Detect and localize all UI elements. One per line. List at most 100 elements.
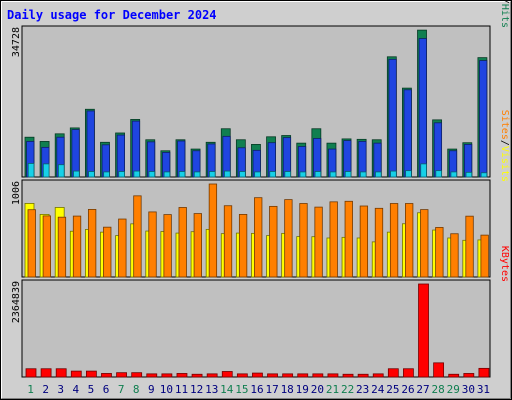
day-label: 18 [281,383,294,396]
sites-bar [87,209,97,278]
pages-bar [103,171,110,178]
y-max-label: 34728 [11,27,22,57]
sites-bar [480,234,489,278]
kbytes-bar [267,373,278,378]
pages-bar [118,171,125,178]
kbytes-bar [191,373,203,378]
chart-panels: 34728 Pages/Files/Hits 1006 Sites/Visits 236… [11,0,510,378]
sites-bar [223,205,233,278]
kbytes-bar [101,373,112,378]
pages-bar [344,171,352,178]
kbytes-bar [403,368,414,378]
files-bar [479,60,488,178]
y-max-label: 1006 [11,181,22,205]
pages-bar [224,170,231,178]
kbytes-bar [176,373,188,378]
day-label: 31 [477,383,490,396]
day-label: 27 [416,383,429,396]
pages-bar [57,164,65,178]
day-label: 20 [311,383,324,396]
files-bar [403,89,412,178]
pages-bar [148,171,156,178]
kbytes-bar [55,368,67,378]
kbytes-bar [418,283,429,378]
day-label: 3 [57,383,64,396]
sites-bar [178,207,187,278]
kbytes-bar [342,373,354,378]
y-max-label: 2364839 [11,281,22,323]
kbytes-bar [282,373,294,378]
day-label: 8 [133,383,140,396]
pages-bar [314,171,322,178]
day-label: 9 [148,383,155,396]
kbytes-bar [463,373,475,378]
day-label: 14 [220,383,234,396]
day-label: 15 [235,383,248,396]
kbytes-bar [70,370,82,378]
pages-bar [299,171,307,178]
day-label: 1 [27,383,34,396]
day-label: 30 [462,383,475,396]
pages-bar [269,171,276,178]
sites-bar [465,215,474,278]
sites-bar [57,216,67,278]
kbytes-bar [312,373,324,378]
pages-bar [329,171,337,178]
kbytes-bar [221,371,233,378]
files-bar [86,110,95,178]
pages-bar [435,170,443,178]
day-label: 29 [447,383,460,396]
sites-bar [254,197,263,278]
sites-bar [405,203,414,278]
files-bar [433,122,443,178]
kbytes-bar [25,368,37,378]
kbytes-bar [478,367,490,378]
pages-bar [359,171,367,178]
pages-bar [208,171,216,178]
sites-bar [420,209,429,278]
day-label: 5 [88,383,95,396]
legend-item: Hits [499,4,510,28]
panel-hits-files-pages: 34728 Pages/Files/Hits [11,0,510,178]
sites-bar [299,203,308,278]
kbytes-bar [146,373,158,378]
sites-bar [374,207,384,278]
kbytes-bar [252,372,263,378]
sites-bar [269,205,278,278]
day-label: 21 [326,383,339,396]
sites-bar [389,203,399,278]
legend-item: Visits [499,146,510,182]
pages-bar [465,171,473,178]
sites-bar [208,183,218,278]
legend-item: / [499,140,510,146]
sites-bar [27,209,36,278]
day-labels: 1 2 3 4 5 6 7 8 9 10 11 12 13 14 15 16 17 18 19 20 21 22 23 24 2… [27,383,490,396]
sites-bar [193,213,202,278]
sites-bar [329,201,338,278]
sites-bar [42,215,51,278]
files-bar [131,120,141,178]
kbytes-bar [448,373,460,378]
sites-bar [284,199,293,278]
day-label: 10 [160,383,173,396]
panel-legend: Pages/Files/Hits [499,0,510,28]
pages-bar [390,170,397,178]
pages-bar [88,171,95,178]
sites-bar [435,227,444,278]
files-bar [418,38,427,178]
day-label: 28 [432,383,445,396]
sites-bar [344,200,353,278]
day-label: 17 [265,383,278,396]
day-label: 2 [42,383,49,396]
pages-bar [420,163,427,178]
panel-legend: Sites/Visits [499,110,510,182]
sites-bar [359,205,369,278]
pages-bar [42,163,50,178]
kbytes-bar [131,372,143,378]
panel-legend: KBytes [499,246,510,282]
day-label: 4 [73,383,80,396]
kbytes-bar [372,373,384,378]
kbytes-bar [387,368,399,378]
pages-bar [73,170,80,178]
